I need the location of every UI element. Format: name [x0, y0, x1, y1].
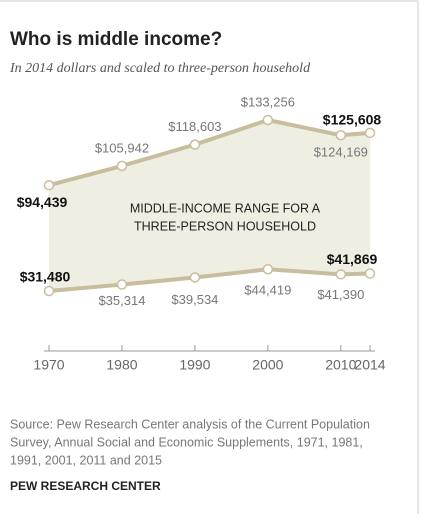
point [43, 179, 55, 191]
x-tick-label: 1990 [179, 357, 210, 373]
x-tick-label: 2014 [354, 357, 385, 373]
point [116, 279, 128, 290]
point [335, 269, 347, 280]
data-label: $39,534 [171, 292, 218, 307]
data-label: $125,608 [323, 112, 382, 128]
data-label: $35,314 [98, 293, 145, 308]
point [364, 127, 376, 139]
annotation: THREE-PERSON HOUSEHOLD [134, 219, 316, 233]
x-tick-label: 2000 [252, 357, 283, 373]
source: Source: Pew Research Center analysis of … [10, 417, 370, 431]
source: Survey, Annual Social and Economic Suppl… [10, 435, 363, 449]
point [335, 130, 347, 141]
x-tick-label: 1980 [106, 357, 137, 373]
point [189, 272, 201, 283]
data-label: $41,869 [327, 251, 378, 267]
data-label: $44,419 [244, 283, 291, 298]
chart-subtitle: In 2014 dollars and scaled to three-pers… [9, 61, 311, 76]
range-band [49, 120, 370, 291]
data-label: $31,480 [20, 269, 71, 285]
point [43, 285, 55, 297]
x-tick-label: 2010 [325, 357, 356, 373]
data-label: $105,942 [95, 140, 149, 155]
source: 1991, 2001, 2011 and 2015 [10, 453, 162, 467]
credit: PEW RESEARCH CENTER [10, 479, 161, 493]
annotation: MIDDLE-INCOME RANGE FOR A [130, 201, 321, 215]
data-label: $94,439 [17, 194, 68, 210]
point [189, 139, 201, 150]
point [364, 268, 376, 279]
point [262, 114, 274, 126]
data-label: $118,603 [168, 119, 221, 134]
data-label: $124,169 [314, 145, 368, 160]
data-label: $41,390 [317, 287, 364, 302]
chart-title: Who is middle income? [10, 29, 222, 50]
point [262, 264, 274, 275]
point [116, 160, 128, 172]
x-tick-label: 1970 [33, 357, 64, 373]
data-label: $133,256 [241, 94, 295, 109]
